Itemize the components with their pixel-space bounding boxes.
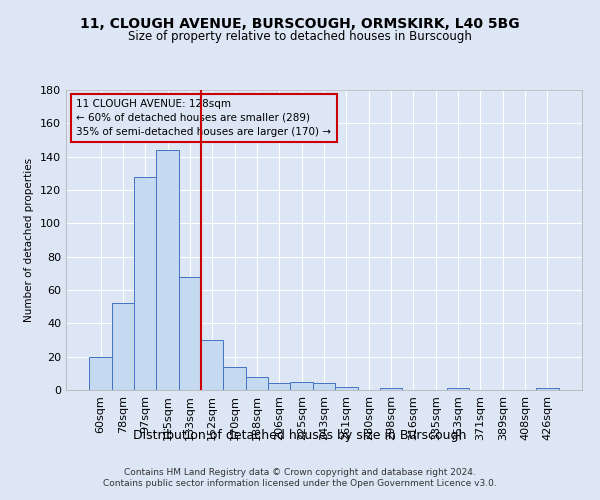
Text: Contains public sector information licensed under the Open Government Licence v3: Contains public sector information licen… — [103, 480, 497, 488]
Bar — [112, 304, 134, 390]
Bar — [536, 388, 559, 390]
Text: 11 CLOUGH AVENUE: 128sqm
← 60% of detached houses are smaller (289)
35% of semi-: 11 CLOUGH AVENUE: 128sqm ← 60% of detach… — [76, 99, 331, 137]
Bar — [335, 386, 358, 390]
Y-axis label: Number of detached properties: Number of detached properties — [25, 158, 34, 322]
Bar — [246, 376, 268, 390]
Bar — [223, 366, 246, 390]
Bar — [313, 384, 335, 390]
Bar — [201, 340, 223, 390]
Bar — [380, 388, 402, 390]
Bar — [179, 276, 201, 390]
Text: Contains HM Land Registry data © Crown copyright and database right 2024.: Contains HM Land Registry data © Crown c… — [124, 468, 476, 477]
Text: Distribution of detached houses by size in Burscough: Distribution of detached houses by size … — [133, 428, 467, 442]
Bar — [290, 382, 313, 390]
Bar — [134, 176, 157, 390]
Bar — [157, 150, 179, 390]
Bar — [268, 384, 290, 390]
Bar — [447, 388, 469, 390]
Bar — [89, 356, 112, 390]
Text: Size of property relative to detached houses in Burscough: Size of property relative to detached ho… — [128, 30, 472, 43]
Text: 11, CLOUGH AVENUE, BURSCOUGH, ORMSKIRK, L40 5BG: 11, CLOUGH AVENUE, BURSCOUGH, ORMSKIRK, … — [80, 18, 520, 32]
